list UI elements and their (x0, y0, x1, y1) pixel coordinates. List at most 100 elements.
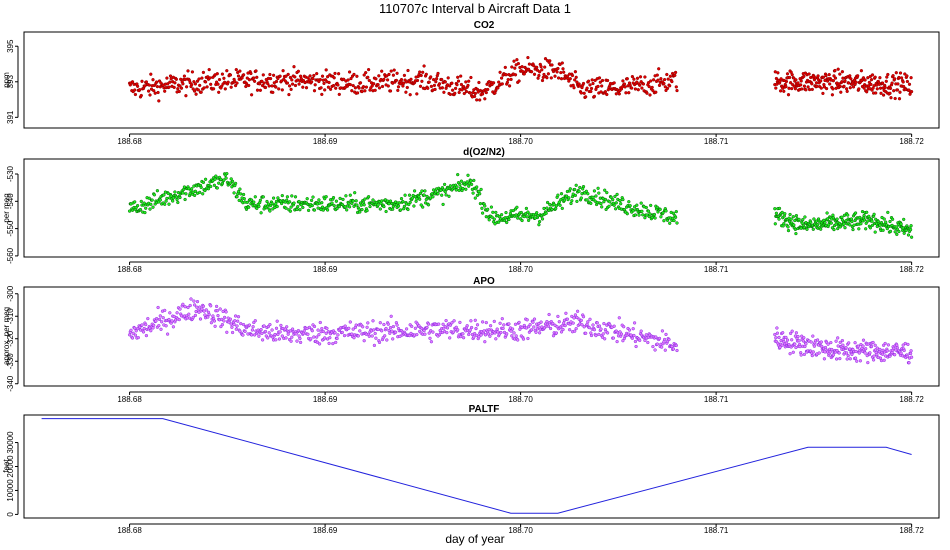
data-point (517, 79, 521, 83)
data-point (505, 220, 509, 225)
data-point (868, 351, 872, 355)
data-point (461, 336, 466, 340)
data-point (235, 81, 239, 85)
data-point (773, 222, 777, 226)
data-point (364, 70, 368, 75)
data-point (540, 217, 545, 221)
data-point (611, 197, 615, 202)
data-point (177, 317, 181, 322)
data-point (901, 343, 905, 347)
data-point (827, 223, 831, 227)
data-point (289, 205, 293, 209)
data-point (275, 204, 279, 209)
data-point (884, 220, 888, 224)
data-point (514, 334, 518, 338)
data-point (658, 207, 662, 212)
data-point (290, 78, 294, 82)
data-point (641, 213, 645, 217)
data-point (440, 186, 445, 190)
data-point (634, 344, 638, 349)
data-point (809, 220, 813, 224)
data-point (776, 71, 780, 75)
data-point (655, 205, 659, 209)
data-point (872, 212, 876, 216)
data-point (252, 79, 257, 83)
data-point (469, 325, 474, 330)
data-point (881, 228, 885, 232)
data-point (177, 89, 181, 94)
data-point (428, 336, 432, 340)
data-point (551, 334, 556, 338)
data-point (557, 320, 561, 324)
data-point (228, 73, 233, 77)
data-point (507, 217, 511, 222)
data-point (467, 184, 471, 188)
data-point (816, 74, 820, 78)
data-point (648, 212, 652, 216)
data-point (643, 75, 647, 79)
data-point (391, 207, 395, 211)
data-point (869, 82, 873, 87)
data-point (290, 82, 295, 86)
x-tick-label: 188.72 (899, 137, 924, 146)
data-point (495, 327, 499, 331)
data-point (220, 72, 225, 76)
data-point (437, 82, 442, 86)
data-point (475, 323, 480, 327)
data-point (505, 332, 509, 336)
data-point (589, 333, 594, 338)
data-point (186, 305, 190, 310)
data-point (302, 329, 306, 333)
data-point (167, 317, 171, 322)
data-point (263, 329, 268, 334)
data-point (360, 89, 364, 94)
data-point (872, 354, 876, 358)
data-point (204, 308, 208, 312)
data-point (657, 67, 661, 71)
data-point (233, 83, 238, 88)
data-point (627, 328, 632, 332)
data-point (321, 329, 325, 334)
data-point (396, 88, 400, 93)
data-point (157, 99, 161, 103)
data-point (234, 327, 238, 331)
data-point (422, 328, 426, 333)
data-point (630, 74, 635, 79)
data-point (367, 78, 371, 83)
data-point (835, 348, 839, 353)
y-axis-label-paltf: feet (2, 459, 11, 473)
data-point (615, 192, 619, 197)
data-point (311, 76, 315, 81)
data-point (384, 326, 388, 331)
data-point (337, 92, 341, 97)
data-point (293, 75, 297, 79)
data-point (895, 346, 900, 350)
data-point (588, 317, 592, 321)
data-point (389, 314, 393, 318)
data-point (253, 319, 257, 323)
data-point (413, 326, 418, 330)
data-point (362, 339, 366, 343)
data-point (534, 330, 538, 334)
data-point (544, 211, 548, 215)
data-point (270, 201, 274, 206)
data-point (612, 203, 616, 207)
data-point (271, 196, 276, 200)
axis-ticks-paltf: 188.68 188.69 188.70 188.71 188.72 0 100002000… (6, 431, 924, 535)
data-point (822, 85, 827, 89)
data-point (866, 76, 870, 80)
data-point (493, 222, 497, 226)
data-point (619, 332, 624, 336)
data-point (152, 193, 157, 197)
data-point (792, 76, 796, 80)
data-point (393, 330, 398, 334)
data-point (290, 194, 294, 198)
data-point (662, 219, 666, 223)
data-point (212, 183, 217, 187)
data-point (225, 330, 229, 334)
data-point (496, 86, 500, 90)
data-point (497, 80, 501, 84)
data-point (194, 92, 198, 96)
y-axis-label-o2n2: per meg (2, 193, 11, 222)
data-point (325, 75, 330, 79)
